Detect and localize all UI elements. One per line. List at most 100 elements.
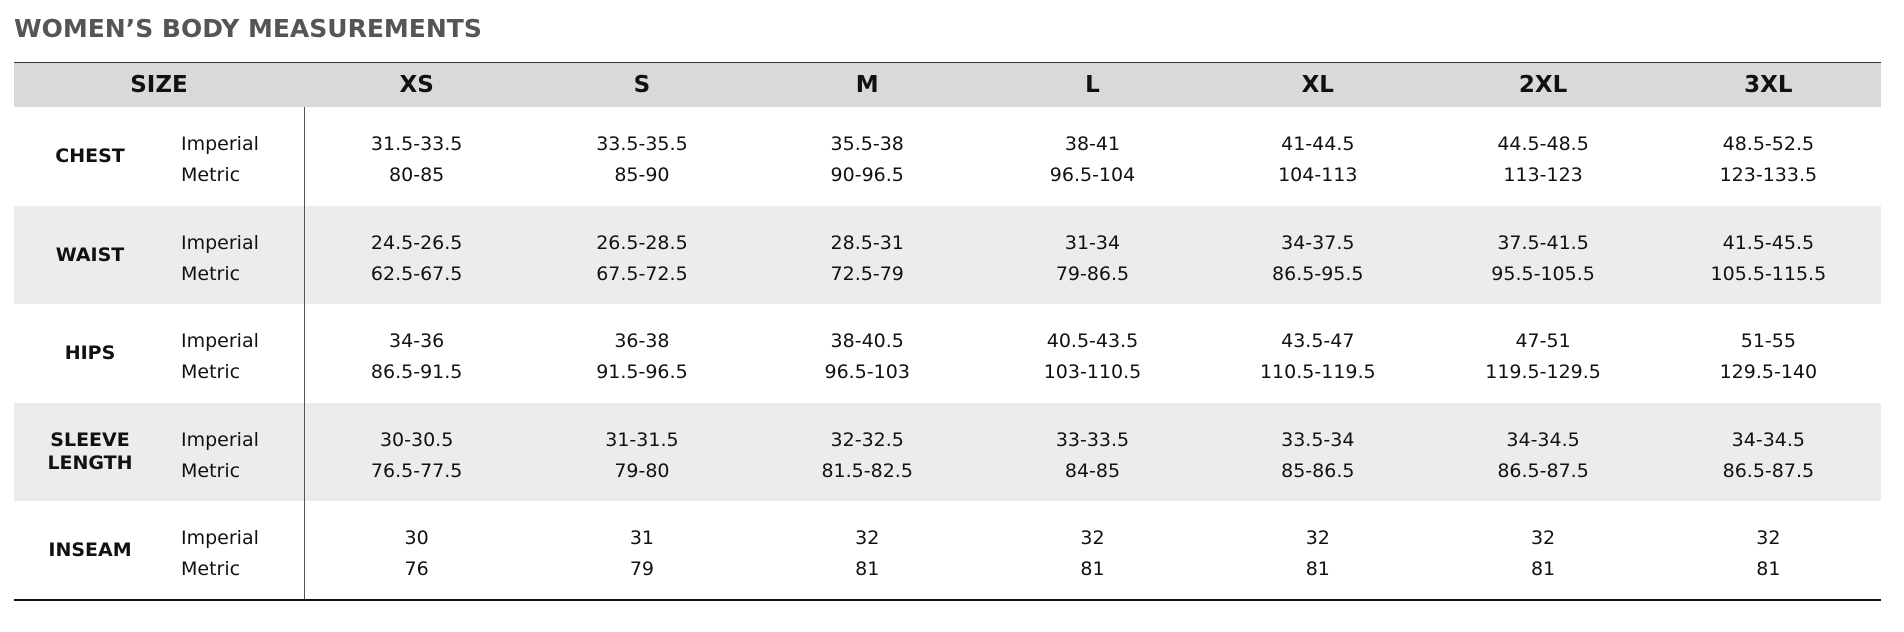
cell-value: 30-30.5 (379, 428, 454, 451)
cell-value: 32-32.5 (830, 428, 904, 451)
unit-label: Metric (181, 558, 241, 581)
cell-value: 38-40.5 (830, 330, 904, 353)
cell-value: 86.5-87.5 (1497, 459, 1589, 482)
cell-value: 85-86.5 (1281, 459, 1355, 482)
cell-value: 31.5-33.5 (370, 133, 463, 155)
divider (304, 107, 305, 600)
row-label: HIPS (14, 304, 166, 403)
cell-value: 40.5-43.5 (1046, 330, 1139, 353)
cell-value: 72.5-79 (830, 262, 904, 285)
unit-label: Metric (181, 262, 241, 285)
cell-value: 85-90 (614, 164, 670, 186)
cell-value: 90-96.5 (830, 164, 904, 186)
unit-label: Imperial (181, 330, 259, 353)
row-label-text: HIPS (64, 342, 116, 365)
cell-value: 62.5-67.5 (370, 262, 463, 285)
cell-value: 37.5-41.5 (1497, 231, 1589, 254)
cell-value: 34-34.5 (1731, 428, 1806, 451)
cell-value: 31-31.5 (605, 428, 679, 451)
cell-value: 32 (1305, 527, 1330, 550)
header-cell: M (855, 72, 879, 98)
cell-value: 86.5-91.5 (370, 361, 463, 384)
row-label-text: WAIST (55, 243, 125, 266)
cell-value: 76 (404, 558, 429, 581)
table-row: CHEST Imperial Metric 31.5-33.5 80-85 33.5-35… (14, 107, 1881, 206)
cell-value: 34-37.5 (1281, 231, 1355, 254)
cell-value: 95.5-105.5 (1491, 262, 1595, 285)
header-cell: 2XL (1518, 72, 1568, 98)
cell-value: 96.5-103 (824, 361, 910, 384)
cell-value: 129.5-140 (1719, 361, 1818, 384)
cell-value: 79-80 (614, 459, 670, 482)
unit-label: Imperial (181, 133, 259, 155)
table-row: WAIST Imperial Metric 24.5-26.5 62.5-67.5 26.… (14, 205, 1881, 305)
header-cell: S (633, 72, 651, 98)
header-cell: XS (399, 72, 434, 98)
row-label-text: INSEAM (48, 539, 132, 562)
unit-label: Imperial (181, 231, 259, 254)
cell-value: 36-38 (614, 330, 670, 353)
header-row: SIZE XS S M L XL 2XL 3XL (14, 62, 1881, 108)
cell-value: 44.5-48.5 (1497, 133, 1589, 155)
cell-value: 80-85 (389, 164, 445, 186)
cell-value: 35.5-38 (830, 133, 904, 155)
title: WOMEN’S BODY MEASUREMENTS (14, 14, 482, 43)
cell-value: 79 (629, 558, 655, 581)
header-cell: SIZE (130, 72, 188, 98)
cell-value: 81 (1305, 558, 1330, 581)
cell-value: 86.5-87.5 (1722, 459, 1815, 482)
row-label: SLEEVE LENGTH (14, 403, 166, 502)
cell-value: 26.5-28.5 (596, 231, 688, 254)
cell-value: 32 (1080, 527, 1105, 550)
cell-value: 104-113 (1278, 164, 1358, 186)
cell-value: 81 (1530, 558, 1556, 581)
cell-value: 34-34.5 (1506, 428, 1580, 451)
cell-value: 81.5-82.5 (821, 459, 913, 482)
cell-value: 47-51 (1515, 330, 1571, 353)
cell-value: 33-33.5 (1055, 428, 1130, 451)
cell-value: 32 (1756, 527, 1781, 550)
cell-value: 103-110.5 (1043, 361, 1142, 384)
cell-value: 30 (404, 527, 429, 550)
cell-value: 31 (629, 527, 655, 550)
cell-value: 33.5-34 (1281, 428, 1355, 451)
cell-value: 91.5-96.5 (596, 361, 688, 384)
row-label-text: CHEST (55, 145, 125, 167)
table-row: SLEEVE LENGTH Imperial Metric 30-30.5 76.5-7… (14, 402, 1881, 502)
cell-value: 81 (1080, 558, 1105, 581)
unit-label: Metric (181, 459, 241, 482)
row-label: CHEST (14, 107, 166, 206)
cell-value: 67.5-72.5 (596, 262, 688, 285)
row-label-text: SLEEVE LENGTH (47, 429, 133, 475)
cell-value: 48.5-52.5 (1722, 133, 1815, 155)
cell-value: 33.5-35.5 (596, 133, 688, 155)
cell-value: 84-85 (1064, 459, 1121, 482)
cell-value: 32 (1530, 527, 1556, 550)
cell-value: 38-41 (1064, 133, 1121, 155)
cell-value: 113-123 (1503, 164, 1583, 186)
cell-value: 32 (855, 527, 880, 550)
cell-value: 105.5-115.5 (1710, 262, 1827, 285)
cell-value: 28.5-31 (830, 231, 904, 254)
cell-value: 81 (855, 558, 880, 581)
cell-value: 110.5-119.5 (1259, 361, 1376, 384)
row-label: INSEAM (14, 501, 166, 600)
cell-value: 43.5-47 (1281, 330, 1355, 353)
cell-value: 81 (1756, 558, 1781, 581)
cell-value: 79-86.5 (1055, 262, 1130, 285)
table-row: HIPS Imperial Metric 34-36 86.5-91.5 36-38 91.… (14, 304, 1881, 404)
unit-label: Imperial (181, 527, 259, 550)
cell-value: 123-133.5 (1719, 164, 1818, 186)
header-cell: L (1085, 72, 1100, 98)
cell-value: 51-55 (1740, 330, 1796, 353)
header-cell: XL (1301, 72, 1334, 98)
unit-label: Metric (181, 361, 241, 384)
row-label: WAIST (14, 206, 166, 305)
table-row: INSEAM Imperial Metric 30 76 31 79 32 81 32 81 32 81… (14, 501, 1881, 601)
cell-value: 86.5-95.5 (1272, 262, 1364, 285)
cell-value: 119.5-129.5 (1485, 361, 1601, 384)
bottom-border (14, 599, 1881, 601)
cell-value: 96.5-104 (1049, 164, 1136, 186)
unit-label: Imperial (181, 428, 259, 451)
